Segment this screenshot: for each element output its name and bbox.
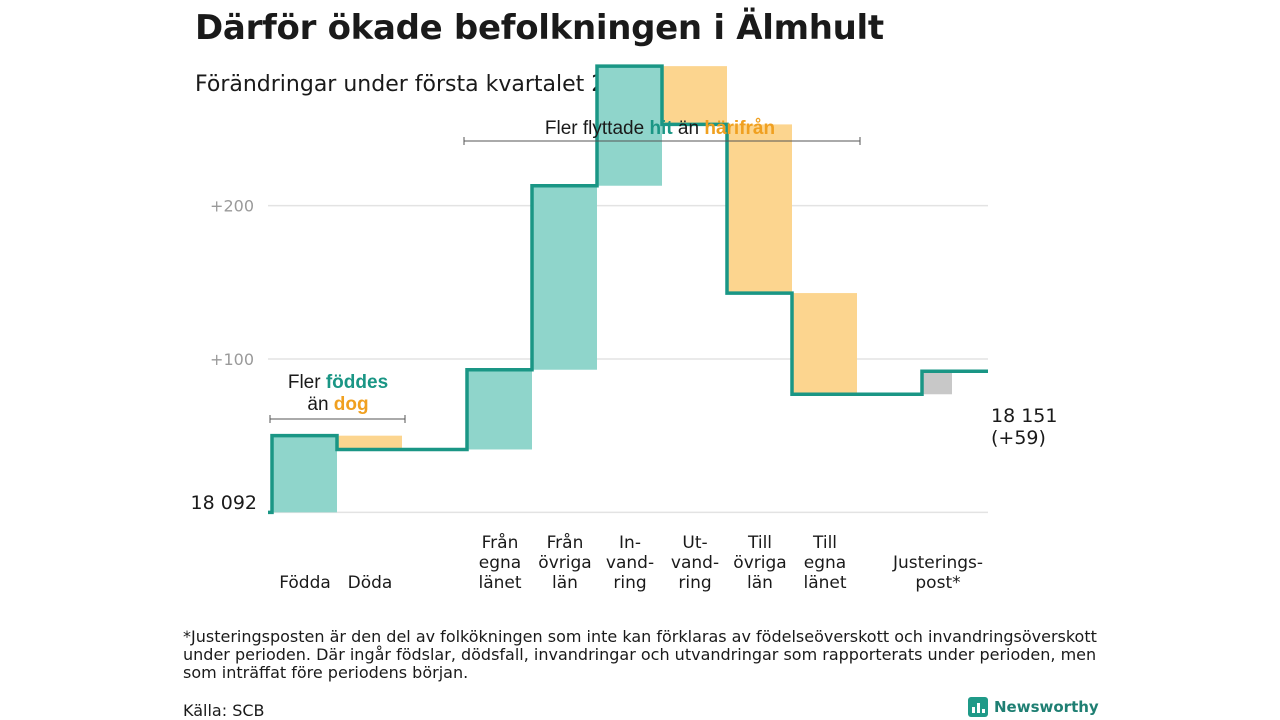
category-label: Från <box>547 532 584 553</box>
category-label: Till <box>747 533 772 553</box>
natural-annotation-line2: än dog <box>307 394 368 415</box>
category-label: Justerings- <box>892 553 983 573</box>
source-label: Källa: SCB <box>183 701 265 720</box>
brand-name: Newsworthy <box>994 698 1099 716</box>
category-label: Ut- <box>682 533 707 553</box>
bars <box>272 66 952 513</box>
start-value-label: 18 092 <box>191 492 257 514</box>
category-label: egna <box>479 553 521 573</box>
category-label: In- <box>619 533 641 553</box>
category-label: Födda <box>279 573 331 593</box>
category-label: övriga <box>538 553 591 573</box>
bar-decrease <box>792 293 857 395</box>
chart-title: Därför ökade befolkningen i Älmhult <box>195 8 884 48</box>
step-line <box>268 64 988 515</box>
bar-increase <box>467 369 532 450</box>
y-tick-label: +100 <box>210 350 254 369</box>
bar-increase <box>597 66 662 186</box>
bar-decrease <box>337 435 402 450</box>
natural-annotation-line1: Fler föddes <box>288 372 388 393</box>
category-label: länet <box>478 573 521 593</box>
category-label: Från <box>482 532 519 553</box>
cumulative-step-line <box>268 64 988 515</box>
category-label: post* <box>915 573 960 593</box>
category-label: vand- <box>606 553 654 573</box>
end-change-label: (+59) <box>991 427 1046 449</box>
bar-decrease <box>727 124 792 294</box>
waterfall-chart: +100+200 Födda DödaFrånegnalänetFrånövrig… <box>191 64 1057 593</box>
category-label: Till <box>812 533 837 553</box>
migration-annotation-text: Fler flyttade hit än härifrån <box>545 118 775 139</box>
category-label: övriga <box>733 553 786 573</box>
newsworthy-logo: Newsworthy <box>968 697 1099 717</box>
category-labels: Födda DödaFrånegnalänetFrånövrigalänIn-va… <box>279 532 983 593</box>
y-tick-label: +200 <box>210 197 254 216</box>
gridlines: +100 +200 <box>210 197 988 514</box>
category-label: län <box>747 573 773 593</box>
bar-chart-icon <box>968 697 988 717</box>
migration-annotation: Fler flyttade hit än härifrån <box>463 118 861 145</box>
category-label: län <box>552 573 578 593</box>
category-label: länet <box>803 573 846 593</box>
natural-annotation: Fler föddes än dog <box>269 372 406 423</box>
chart-subtitle: Förändringar under första kvartalet 2023 <box>195 72 648 97</box>
bar-adjustment <box>922 371 952 395</box>
category-label: ring <box>678 573 711 593</box>
bar-increase <box>272 435 337 513</box>
category-label: Döda <box>348 573 393 593</box>
footnote: *Justeringsposten är den del av folkökni… <box>183 627 1097 682</box>
category-label: ring <box>613 573 646 593</box>
category-label: egna <box>804 553 846 573</box>
bar-decrease <box>662 66 727 125</box>
category-label: vand- <box>671 553 719 573</box>
end-value-label: 18 151 <box>991 405 1057 427</box>
bar-increase <box>532 185 597 370</box>
